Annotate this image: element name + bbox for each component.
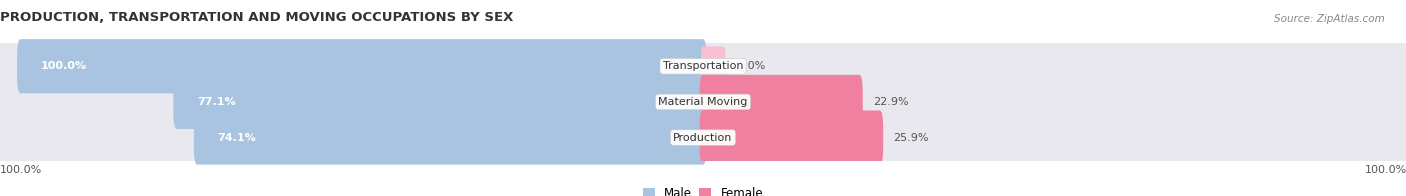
Text: 100.0%: 100.0% xyxy=(41,61,87,71)
FancyBboxPatch shape xyxy=(0,68,1406,135)
FancyBboxPatch shape xyxy=(194,111,706,165)
FancyBboxPatch shape xyxy=(0,33,1406,100)
FancyBboxPatch shape xyxy=(700,111,883,165)
Text: Production: Production xyxy=(673,132,733,142)
FancyBboxPatch shape xyxy=(702,46,725,86)
Text: 22.9%: 22.9% xyxy=(873,97,908,107)
Text: 77.1%: 77.1% xyxy=(197,97,236,107)
Text: Material Moving: Material Moving xyxy=(658,97,748,107)
Text: PRODUCTION, TRANSPORTATION AND MOVING OCCUPATIONS BY SEX: PRODUCTION, TRANSPORTATION AND MOVING OC… xyxy=(0,11,513,24)
FancyBboxPatch shape xyxy=(17,39,706,93)
FancyBboxPatch shape xyxy=(700,75,863,129)
Text: Transportation: Transportation xyxy=(662,61,744,71)
Text: 74.1%: 74.1% xyxy=(218,132,256,142)
FancyBboxPatch shape xyxy=(173,75,706,129)
FancyBboxPatch shape xyxy=(0,104,1406,171)
Text: 25.9%: 25.9% xyxy=(893,132,929,142)
Text: Source: ZipAtlas.com: Source: ZipAtlas.com xyxy=(1274,14,1385,24)
Text: 0.0%: 0.0% xyxy=(737,61,765,71)
Legend: Male, Female: Male, Female xyxy=(643,187,763,196)
